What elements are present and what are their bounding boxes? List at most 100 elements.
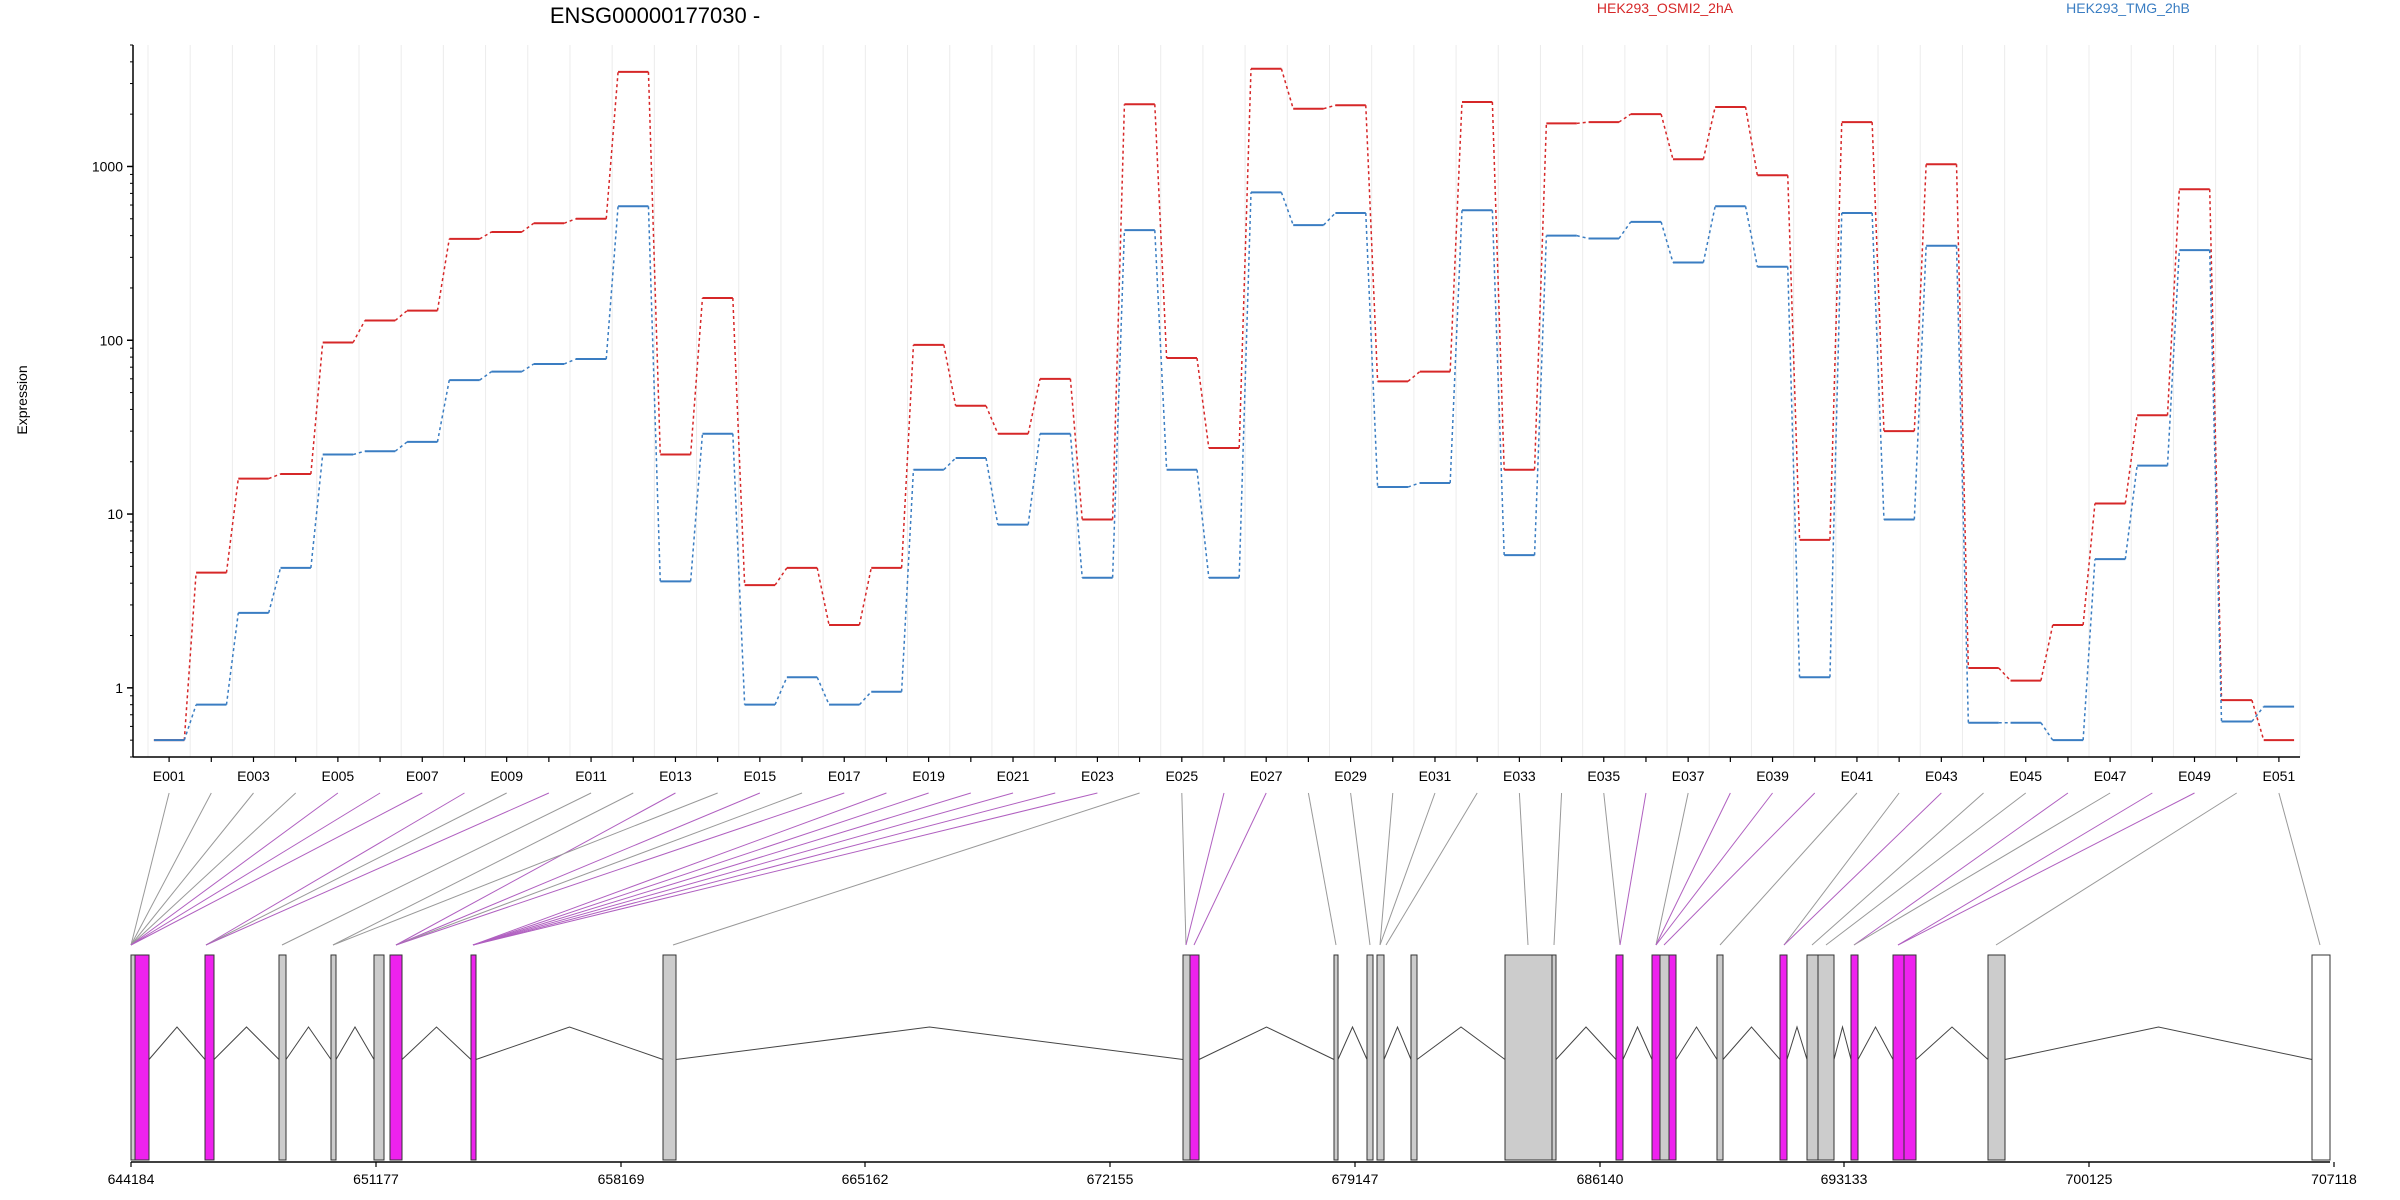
exon-connector	[1307, 792, 1337, 946]
exon-connector	[1783, 792, 1900, 946]
exon-connector	[1553, 792, 1563, 946]
series-2-transition	[479, 371, 492, 381]
exon-connector	[1518, 792, 1529, 946]
x-axis: E001 E003 E005 E007 E009 E011 E013 E015 E017 E019…	[133, 756, 2300, 784]
exon-connector	[2278, 792, 2321, 946]
coordinate-tick-label: 707118	[2311, 1171, 2357, 1187]
series-1-transition	[1280, 68, 1294, 109]
x-tick-label: E001	[153, 768, 186, 784]
series-1-transition	[479, 231, 492, 240]
intron-connector	[1198, 1026, 1335, 1060]
series-2-transition	[816, 676, 830, 705]
exon-box	[1504, 954, 1553, 1161]
x-tick-label: E005	[322, 768, 355, 784]
x-tick-label: E033	[1503, 768, 1536, 784]
exon-connector	[472, 792, 929, 946]
series-lines	[153, 67, 2295, 742]
series-1-transition	[689, 297, 704, 455]
intron-connector	[1416, 1026, 1506, 1060]
series-2-transition	[1069, 433, 1083, 578]
x-tick-label: E035	[1587, 768, 1620, 784]
series-1-transition	[985, 405, 999, 434]
series-1-transition	[1154, 104, 1168, 359]
series-1-transition	[1786, 175, 1801, 540]
exon-box	[134, 954, 150, 1161]
exon-box	[204, 954, 215, 1161]
intron-connector	[213, 1026, 280, 1060]
coordinate-tick-label: 686140	[1577, 1171, 1624, 1187]
exon-connector	[472, 792, 1056, 946]
genomic-coordinate-axis: 644184 651177 658169 665162 672155 679147 6861…	[108, 1161, 2357, 1187]
series-1-transition	[1913, 164, 1927, 432]
series-2-transition	[1407, 482, 1421, 488]
exon-box	[1659, 954, 1670, 1161]
intron-connector	[1337, 1025, 1368, 1060]
exon-box	[1615, 954, 1624, 1161]
intron-connector	[1786, 1025, 1808, 1060]
series-1-transition	[1702, 106, 1716, 160]
exon-box	[470, 954, 477, 1161]
exon-box	[278, 954, 287, 1161]
exon-connector	[472, 792, 971, 946]
chart-title: ENSG00000177030 -	[550, 3, 760, 28]
exon-connector	[1897, 792, 2153, 946]
series-2-transition	[1955, 245, 1970, 723]
exon-connector	[130, 792, 170, 946]
series-2-transition	[1744, 206, 1759, 267]
exon-connector	[1193, 792, 1267, 946]
legend-entry-series-1: HEK293_OSMI2_2hA	[1597, 0, 1734, 16]
series-2-transition	[436, 379, 451, 443]
intron-connector	[2004, 1026, 2313, 1060]
x-tick-label: E011	[575, 768, 607, 784]
x-tick-label: E007	[406, 768, 439, 784]
series-1-transition	[1533, 123, 1548, 470]
x-tick-label: E023	[1081, 768, 1114, 784]
exon-connector	[205, 792, 465, 946]
series-2	[153, 191, 2295, 742]
x-tick-label: E017	[828, 768, 861, 784]
exon-box	[1987, 954, 2006, 1161]
series-1-transition	[2251, 699, 2265, 741]
series-2-transition	[1238, 192, 1252, 578]
series-2-transition	[858, 691, 872, 706]
series-1-transition	[352, 320, 366, 343]
intron-connector	[475, 1026, 664, 1060]
exon-connector	[1897, 792, 2195, 946]
exon-box	[373, 954, 385, 1161]
series-1-transition	[605, 71, 619, 219]
exon-connector	[1853, 792, 2069, 946]
exon-connector	[395, 792, 803, 946]
exon-connector	[472, 792, 887, 946]
exon-connector	[1719, 792, 1858, 946]
exon-connector	[395, 792, 845, 946]
series-2-transition	[774, 676, 788, 705]
x-tick-label: E043	[1925, 768, 1958, 784]
exon-connector	[332, 792, 718, 946]
series-2-transition	[1576, 234, 1589, 240]
exon-box	[1366, 954, 1374, 1161]
coordinate-tick-label: 658169	[598, 1171, 645, 1187]
series-2-transition	[1154, 230, 1168, 470]
y-axis-label: Expression	[14, 365, 30, 434]
exon-connector	[1350, 792, 1371, 946]
exon-connector	[1655, 792, 1731, 946]
exon-connector	[472, 792, 1014, 946]
exon-box	[662, 954, 677, 1161]
series-2-transition	[1111, 230, 1126, 578]
exon-box	[1892, 954, 1905, 1161]
series-1-transition	[1449, 101, 1463, 372]
exon-connector	[1655, 792, 1773, 946]
intron-connector	[1915, 1026, 1989, 1060]
intron-connector	[1857, 1025, 1894, 1060]
coordinate-tick-label: 679147	[1332, 1171, 1379, 1187]
series-1-transition	[268, 473, 281, 480]
intron-connector	[675, 1026, 1184, 1060]
series-2-transition	[563, 358, 577, 365]
exon-connector	[1379, 792, 1436, 946]
intron-connector	[1622, 1025, 1653, 1060]
exon-connector	[130, 792, 212, 946]
exon-box	[1189, 954, 1200, 1161]
series-1-transition	[563, 218, 577, 224]
coordinate-tick-label: 665162	[842, 1171, 889, 1187]
series-1-transition	[2208, 189, 2223, 701]
